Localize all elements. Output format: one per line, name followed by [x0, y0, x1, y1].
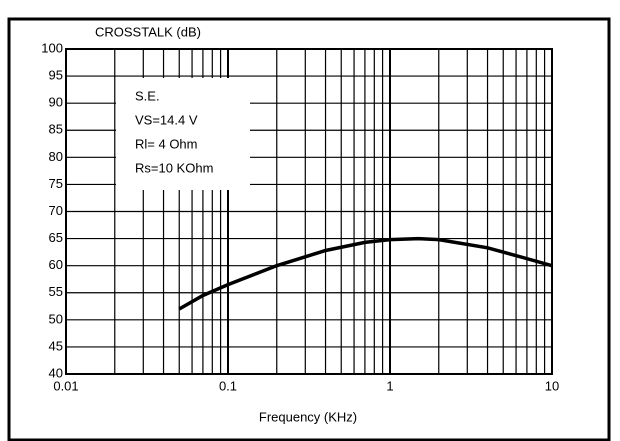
x-tick-label: 1: [386, 378, 393, 393]
y-tick-label: 100: [41, 40, 63, 55]
y-tick-label: 55: [49, 284, 63, 299]
legend-text: S.E.: [135, 88, 160, 103]
y-tick-label: 40: [49, 365, 63, 380]
legend-text: Rl= 4 Ohm: [135, 136, 198, 151]
y-tick-label: 60: [49, 257, 63, 272]
x-tick-label: 0.01: [53, 378, 78, 393]
y-tick-label: 65: [49, 230, 63, 245]
legend-box: [116, 78, 250, 190]
y-axis-label: CROSSTALK (dB): [95, 24, 201, 39]
y-tick-label: 50: [49, 311, 63, 326]
x-tick-label: 10: [545, 378, 559, 393]
y-tick-label: 95: [49, 68, 63, 83]
legend-text: Rs=10 KOhm: [135, 160, 213, 175]
plot-border: [65, 48, 553, 375]
y-tick-label: 45: [49, 338, 63, 353]
y-tick-label: 85: [49, 122, 63, 137]
x-axis-label: Frequency (KHz): [259, 409, 357, 424]
x-tick-label: 0.1: [219, 378, 237, 393]
y-tick-label: 75: [49, 176, 63, 191]
frame: [7, 17, 611, 441]
y-tick-label: 90: [49, 95, 63, 110]
line: [178, 236, 553, 311]
y-tick-label: 80: [49, 149, 63, 164]
legend-text: VS=14.4 V: [135, 112, 198, 127]
y-tick-label: 70: [49, 203, 63, 218]
